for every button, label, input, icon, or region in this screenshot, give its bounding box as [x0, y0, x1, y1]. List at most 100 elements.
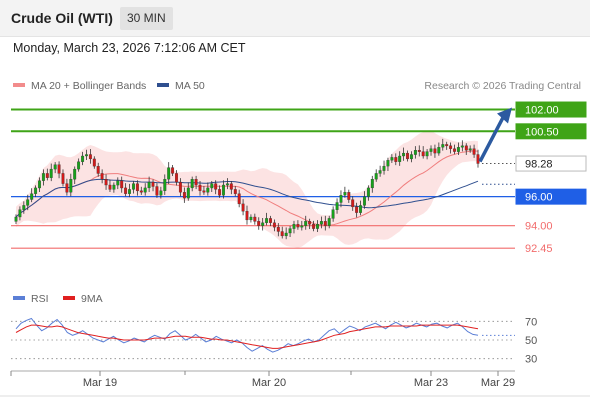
candle-body	[229, 183, 233, 190]
candle-body	[14, 216, 18, 222]
candle-body	[339, 195, 343, 203]
candle-body	[245, 211, 249, 221]
candle-body	[433, 148, 437, 154]
candle-body	[312, 224, 316, 229]
candle-body	[182, 192, 186, 199]
candle-body	[276, 226, 280, 232]
candle-body	[472, 148, 476, 155]
candle-body	[100, 173, 104, 180]
candle-body	[366, 187, 370, 197]
price-label-box	[515, 188, 587, 205]
candle-body	[135, 183, 139, 192]
candle-body	[73, 168, 77, 180]
candle-body	[347, 192, 351, 200]
candle-body	[225, 183, 229, 186]
candle-body	[261, 222, 265, 226]
candle-body	[26, 199, 30, 206]
candle-body	[382, 166, 386, 171]
candle-body	[81, 155, 85, 162]
candle-body	[167, 167, 171, 180]
candle-body	[132, 183, 135, 190]
candle-body	[468, 148, 472, 151]
ma50-swatch	[157, 83, 169, 88]
candle-body	[253, 216, 257, 222]
candle-body	[38, 180, 41, 189]
candle-body	[292, 224, 296, 229]
candle-body	[202, 190, 206, 193]
candle-body	[425, 151, 429, 157]
candle-body	[269, 218, 272, 223]
rsi-ma-swatch	[63, 296, 75, 301]
candle-body	[284, 232, 288, 237]
price-label-box	[515, 123, 587, 140]
credit-text: Research © 2026 Trading Central	[424, 80, 581, 92]
target-arrow-shaft	[478, 116, 505, 163]
legend-ma50: MA 50	[157, 80, 205, 92]
rsi-swatch	[13, 296, 25, 301]
candle-body	[147, 181, 151, 189]
candle-body	[171, 167, 175, 174]
price-label-102.00: 102.00	[525, 105, 559, 117]
candle-body	[92, 158, 96, 167]
candle-body	[449, 145, 453, 149]
bollinger-band	[16, 130, 478, 248]
candle-body	[214, 183, 218, 190]
timeframe-button[interactable]: 30 MIN	[120, 7, 173, 30]
candle-body	[112, 184, 116, 190]
rsi-ma-label: 9MA	[81, 293, 103, 305]
candle-body	[49, 168, 53, 178]
candle-body	[335, 202, 339, 210]
candle-body	[359, 205, 362, 213]
candle-body	[151, 181, 155, 187]
candle-body	[124, 187, 128, 194]
price-label-98.28: 98.28	[525, 159, 553, 171]
candle-body	[409, 154, 413, 160]
candle-body	[319, 221, 323, 225]
candle-body	[85, 154, 88, 157]
candle-body	[374, 173, 378, 180]
candle-body	[402, 152, 406, 157]
price-label-100.50: 100.50	[525, 126, 559, 138]
ma50-label: MA 50	[175, 80, 205, 92]
x-tick-label: Mar 19	[83, 377, 117, 389]
candle-body	[120, 180, 124, 189]
rsi-label: RSI	[31, 293, 49, 305]
candle-body	[331, 209, 335, 219]
candle-body	[343, 192, 347, 196]
candle-body	[441, 144, 445, 148]
candle-body	[370, 179, 374, 189]
candle-body	[272, 222, 276, 228]
price-label-box	[515, 101, 587, 118]
candle-body	[88, 154, 92, 160]
candle-body	[233, 189, 237, 194]
candle-body	[355, 206, 359, 213]
candle-body	[61, 173, 65, 184]
candle-body	[296, 224, 300, 228]
candle-body	[453, 148, 456, 152]
candle-body	[175, 173, 178, 183]
instrument-name: Crude Oil (WTI)	[11, 10, 113, 26]
candle-body	[159, 190, 163, 196]
candle-body	[198, 184, 202, 191]
candle-body	[178, 181, 182, 193]
candle-body	[218, 189, 222, 196]
candle-body	[280, 231, 284, 237]
candle-body	[304, 221, 308, 226]
candle-body	[323, 221, 327, 226]
x-tick-label: Mar 29	[481, 377, 515, 389]
candle-body	[108, 184, 112, 190]
candle-body	[398, 155, 402, 162]
timestamp: Monday, March 23, 2026 7:12:06 AM CET	[13, 41, 246, 55]
candle-body	[77, 161, 81, 170]
price-label-box	[515, 155, 587, 172]
candle-body	[390, 157, 394, 161]
candle-body	[206, 187, 210, 193]
price-label-96.00: 96.00	[525, 192, 553, 204]
ma50-line	[15, 178, 479, 218]
candle-body	[249, 216, 253, 221]
candle-body	[45, 173, 49, 178]
candle-body	[57, 164, 61, 174]
candle-body	[22, 205, 26, 210]
legend-bollinger: MA 20 + Bollinger Bands	[13, 80, 146, 92]
